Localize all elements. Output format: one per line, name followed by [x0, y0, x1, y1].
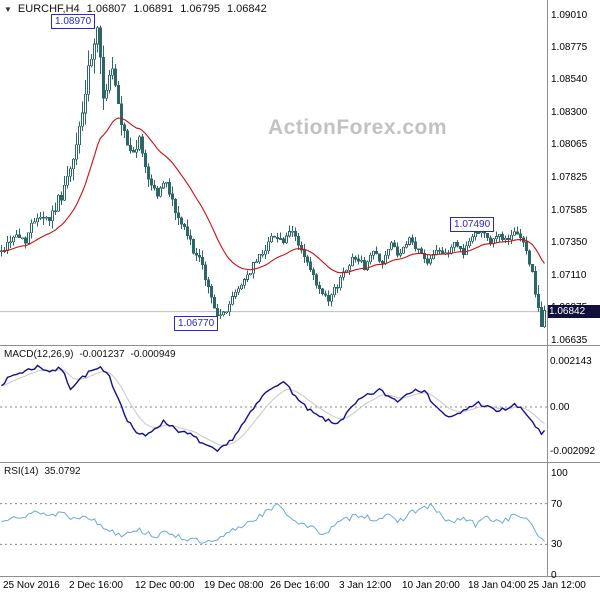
moving-average-line	[1, 117, 545, 274]
candlestick-series	[0, 25, 546, 329]
macd-line	[1, 364, 546, 453]
ohlc-close-value: 1.06842	[226, 3, 267, 15]
panel-separator	[0, 462, 600, 463]
macd-signal-value: -0.000949	[130, 349, 176, 360]
price-axis-tick: 1.07110	[551, 270, 587, 281]
macd-axis-tick: 0.00	[550, 402, 570, 413]
price-axis-tick: 1.07825	[551, 172, 588, 184]
price-axis-tick: 1.07585	[551, 205, 588, 216]
last-price-badge: 1.06842	[548, 304, 600, 318]
time-axis-label: 2 Dec 16:00	[69, 580, 123, 591]
time-axis-label: 26 Dec 16:00	[270, 580, 330, 591]
rsi-line	[1, 502, 545, 544]
axis-divider	[547, 0, 548, 576]
price-axis-tick: 1.06635	[551, 335, 588, 346]
swing-high-label: 1.08970	[51, 14, 96, 30]
price-chart-canvas[interactable]	[0, 0, 547, 345]
watermark: ActionForex.com	[268, 116, 448, 139]
time-axis-label: 3 Jan 12:00	[339, 580, 392, 591]
time-axis[interactable]: 25 Nov 2016 2 Dec 16:00 12 Dec 00:00 19 Dec…	[0, 577, 600, 600]
chart-header: ▼ EURCHF,H4 1.06807 1.06891 1.06795 1.06…	[4, 3, 267, 15]
rsi-value: 35.0792	[44, 466, 81, 477]
rsi-title: RSI(14)	[4, 466, 39, 477]
macd-signal-line	[1, 369, 545, 446]
ohlc-low-value: 1.06795	[180, 3, 220, 15]
price-axis-tick: 1.08300	[551, 107, 588, 119]
support-label: 1.06770	[174, 315, 219, 331]
time-axis-label: 25 Jan 12:00	[528, 580, 586, 591]
symbol-timeframe-label: EURCHF,H4	[17, 3, 80, 15]
panel-separator	[0, 576, 600, 577]
time-axis-label: 12 Dec 00:00	[135, 580, 195, 591]
price-axis-tick: 1.08065	[551, 139, 588, 151]
panel-separator	[0, 345, 600, 346]
rsi-axis-tick: 100	[551, 468, 568, 479]
time-axis-label: 10 Jan 20:00	[402, 580, 460, 591]
macd-value: -0.001237	[79, 349, 125, 360]
price-axis-tick: 1.08775	[551, 42, 588, 54]
rsi-header: RSI(14) 35.0792	[4, 466, 81, 477]
rsi-axis-tick: 70	[551, 498, 563, 510]
rsi-axis-tick: 30	[551, 539, 563, 551]
macd-title: MACD(12,26,9)	[4, 349, 74, 360]
rsi-chart-canvas[interactable]	[0, 463, 547, 575]
price-axis-tick: 1.09010	[551, 10, 588, 21]
time-axis-label: 19 Dec 08:00	[204, 580, 264, 591]
price-axis-tick: 1.07350	[551, 237, 588, 249]
resistance-label: 1.07490	[450, 217, 495, 232]
macd-axis-tick: -0.002092	[550, 446, 596, 458]
price-axis-tick: 1.08540	[551, 74, 588, 86]
ohlc-high-value: 1.06891	[133, 3, 174, 15]
macd-axis-tick: 0.002143	[550, 356, 592, 368]
ohlc-open-value: 1.06807	[86, 3, 127, 15]
time-axis-label: 18 Jan 04:00	[468, 580, 526, 591]
macd-header: MACD(12,26,9) -0.001237 -0.000949	[4, 349, 176, 360]
symbol-dropdown-icon[interactable]: ▼	[4, 4, 12, 14]
macd-chart-canvas[interactable]	[0, 346, 547, 461]
right-axis-column	[547, 0, 600, 576]
time-axis-label: 25 Nov 2016	[3, 580, 60, 591]
rsi-axis-tick: 0	[551, 570, 557, 581]
